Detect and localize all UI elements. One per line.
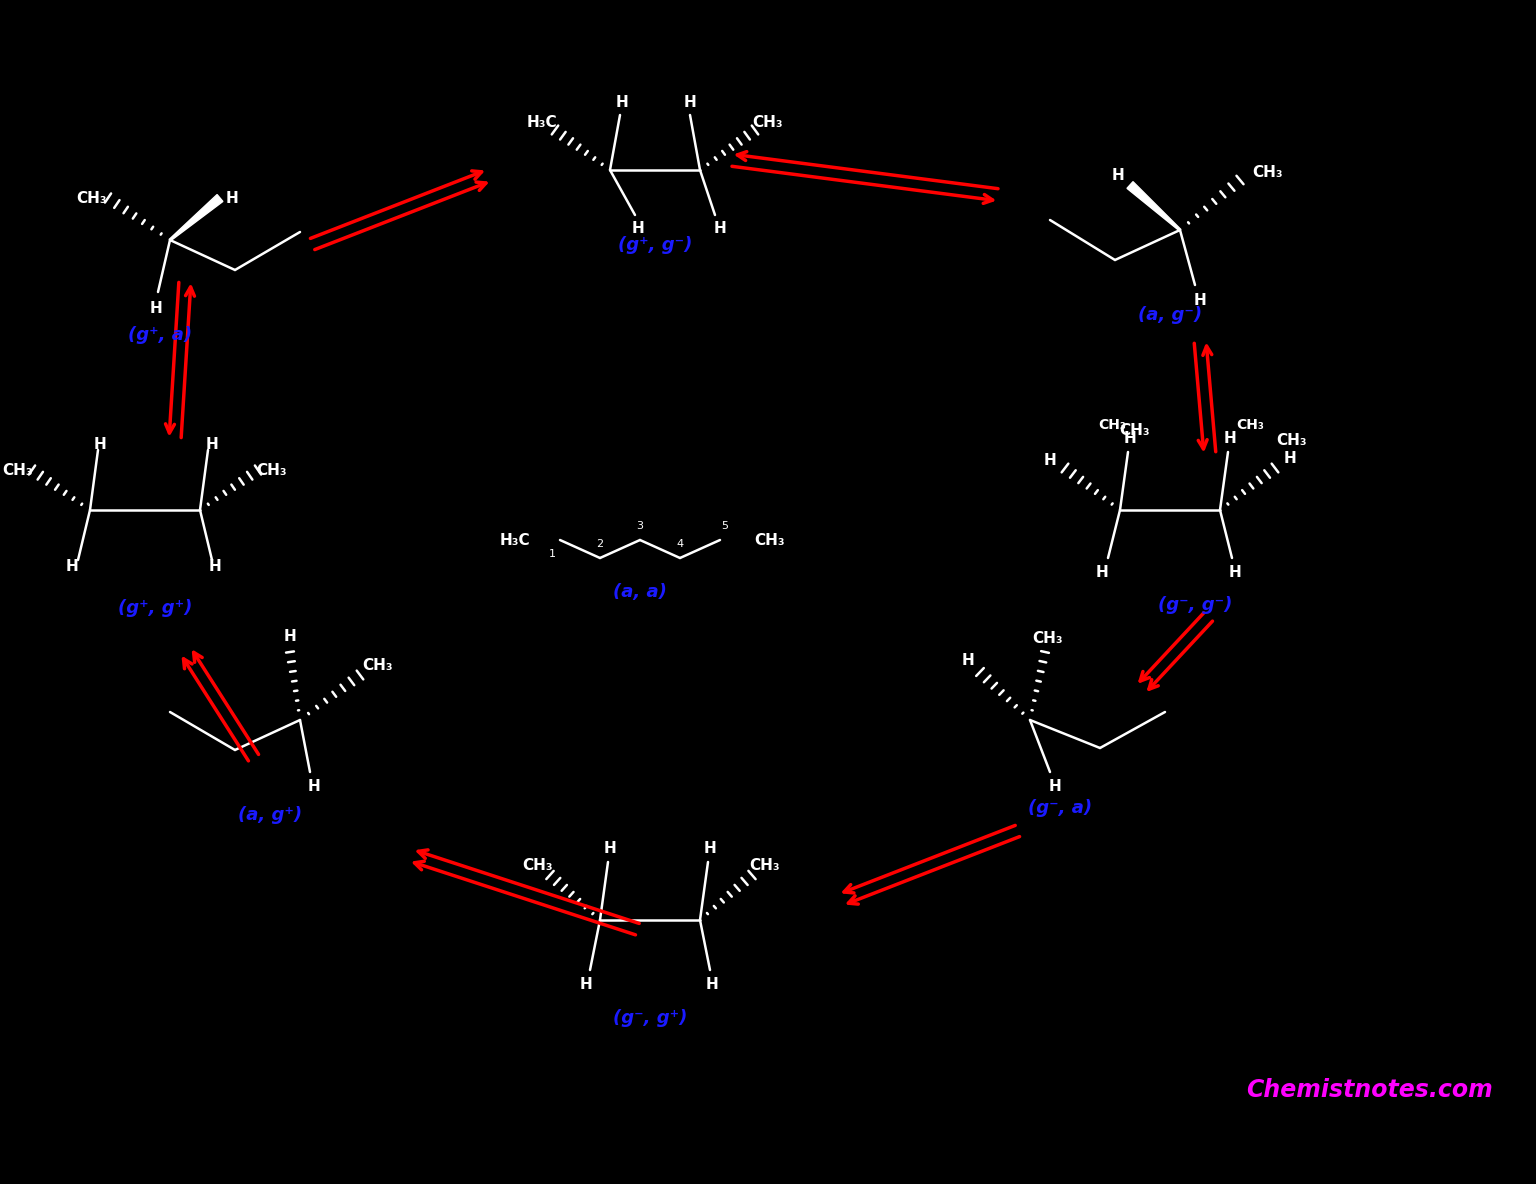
Text: 3: 3 bbox=[636, 521, 644, 530]
Text: H: H bbox=[1043, 452, 1057, 468]
Text: (g⁺, g⁺): (g⁺, g⁺) bbox=[118, 599, 192, 617]
Text: CH₃: CH₃ bbox=[522, 857, 553, 873]
Text: H: H bbox=[579, 977, 593, 991]
Text: (g⁻, a): (g⁻, a) bbox=[1028, 799, 1092, 817]
Text: H: H bbox=[226, 191, 238, 206]
Text: H: H bbox=[284, 629, 296, 643]
Text: (g⁻, g⁻): (g⁻, g⁻) bbox=[1158, 596, 1232, 614]
Text: H: H bbox=[684, 95, 696, 109]
Text: H: H bbox=[209, 559, 221, 573]
Text: (g⁻, g⁺): (g⁻, g⁺) bbox=[613, 1009, 687, 1027]
Text: (a, g⁻): (a, g⁻) bbox=[1138, 305, 1203, 324]
Text: H: H bbox=[616, 95, 628, 109]
Text: H: H bbox=[1095, 565, 1109, 579]
Text: CH₃: CH₃ bbox=[77, 191, 108, 206]
Text: H: H bbox=[149, 301, 163, 315]
Text: CH₃: CH₃ bbox=[1120, 423, 1150, 438]
Text: H: H bbox=[1224, 431, 1236, 445]
Text: CH₃: CH₃ bbox=[1098, 418, 1126, 432]
Text: H: H bbox=[604, 841, 616, 856]
Text: (a, a): (a, a) bbox=[613, 583, 667, 601]
Text: 1: 1 bbox=[548, 549, 556, 559]
Text: H: H bbox=[714, 220, 727, 236]
Text: CH₃: CH₃ bbox=[1253, 165, 1283, 180]
Text: CH₃: CH₃ bbox=[754, 533, 785, 547]
Text: H: H bbox=[1049, 779, 1061, 793]
Text: CH₃: CH₃ bbox=[1276, 432, 1307, 448]
Text: (a, g⁺): (a, g⁺) bbox=[238, 806, 303, 824]
Text: CH₃: CH₃ bbox=[753, 115, 783, 129]
Text: 4: 4 bbox=[676, 539, 684, 549]
Text: CH₃: CH₃ bbox=[750, 857, 780, 873]
Text: H: H bbox=[705, 977, 719, 991]
Text: CH₃: CH₃ bbox=[257, 463, 287, 477]
Text: CH₃: CH₃ bbox=[1032, 631, 1063, 645]
Polygon shape bbox=[169, 194, 223, 240]
Text: H: H bbox=[1112, 167, 1124, 182]
Text: 5: 5 bbox=[722, 521, 728, 530]
Text: H₃C: H₃C bbox=[499, 533, 530, 547]
Text: H: H bbox=[1193, 292, 1206, 308]
Text: (g⁺, g⁻): (g⁺, g⁻) bbox=[617, 236, 693, 255]
Text: H₃C: H₃C bbox=[527, 115, 558, 129]
Text: CH₃: CH₃ bbox=[3, 463, 34, 477]
Polygon shape bbox=[1127, 181, 1181, 231]
Text: H: H bbox=[962, 652, 974, 668]
Text: H: H bbox=[1229, 565, 1241, 579]
Text: CH₃: CH₃ bbox=[362, 657, 393, 673]
Text: H: H bbox=[703, 841, 716, 856]
Text: (g⁺, a): (g⁺, a) bbox=[127, 326, 192, 345]
Text: H: H bbox=[1124, 431, 1137, 445]
Text: H: H bbox=[631, 220, 645, 236]
Text: H: H bbox=[1284, 450, 1296, 465]
Text: H: H bbox=[94, 437, 106, 451]
Text: H: H bbox=[206, 437, 218, 451]
Text: CH₃: CH₃ bbox=[1236, 418, 1264, 432]
Text: 2: 2 bbox=[596, 539, 604, 549]
Text: Chemistnotes.com: Chemistnotes.com bbox=[1247, 1077, 1493, 1102]
Text: H: H bbox=[66, 559, 78, 573]
Text: H: H bbox=[307, 779, 321, 793]
